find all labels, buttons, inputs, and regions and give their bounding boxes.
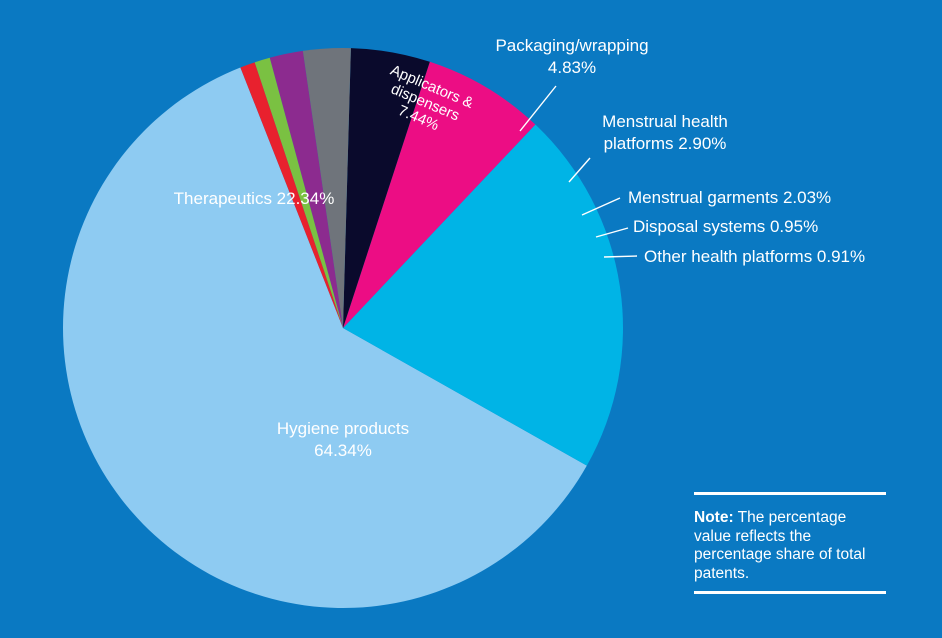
note-box: Note: The percentage value reflects the … <box>694 492 886 594</box>
slice-label-packaging: Packaging/wrapping 4.83% <box>495 36 648 77</box>
leader-line-garments <box>581 197 621 216</box>
note-text: The percentage value reflects the percen… <box>694 509 866 582</box>
leader-line-other <box>603 255 638 258</box>
leader-line-disposal <box>595 227 629 238</box>
pie-slice-hygiene-products <box>62 67 587 608</box>
slice-label-garments: Menstrual garments 2.03% <box>628 188 831 207</box>
pie-slice-disposal-systems <box>254 57 343 328</box>
pie-slice-other-health-platforms <box>240 62 343 328</box>
note-label: Note: <box>694 509 734 526</box>
pie-slice-menstrual-garments <box>269 50 343 329</box>
pie-slice-packaging-wrapping <box>343 48 430 329</box>
leader-line-menstrual-platforms <box>568 157 591 183</box>
pie-slice-therapeutics <box>343 124 623 466</box>
pie-slice-applicators-dispensers <box>343 61 536 329</box>
slice-label-disposal: Disposal systems 0.95% <box>633 217 818 236</box>
slice-label-other: Other health platforms 0.91% <box>644 247 865 266</box>
slice-label-therapeutics: Therapeutics 22.34% <box>174 189 335 208</box>
pie-slice-menstrual-health-platforms <box>302 47 351 328</box>
leader-line-packaging <box>519 85 557 132</box>
slice-label-hygiene: Hygiene products 64.34% <box>277 419 409 460</box>
slice-label-menstrual-platforms: Menstrual health platforms 2.90% <box>602 112 728 153</box>
